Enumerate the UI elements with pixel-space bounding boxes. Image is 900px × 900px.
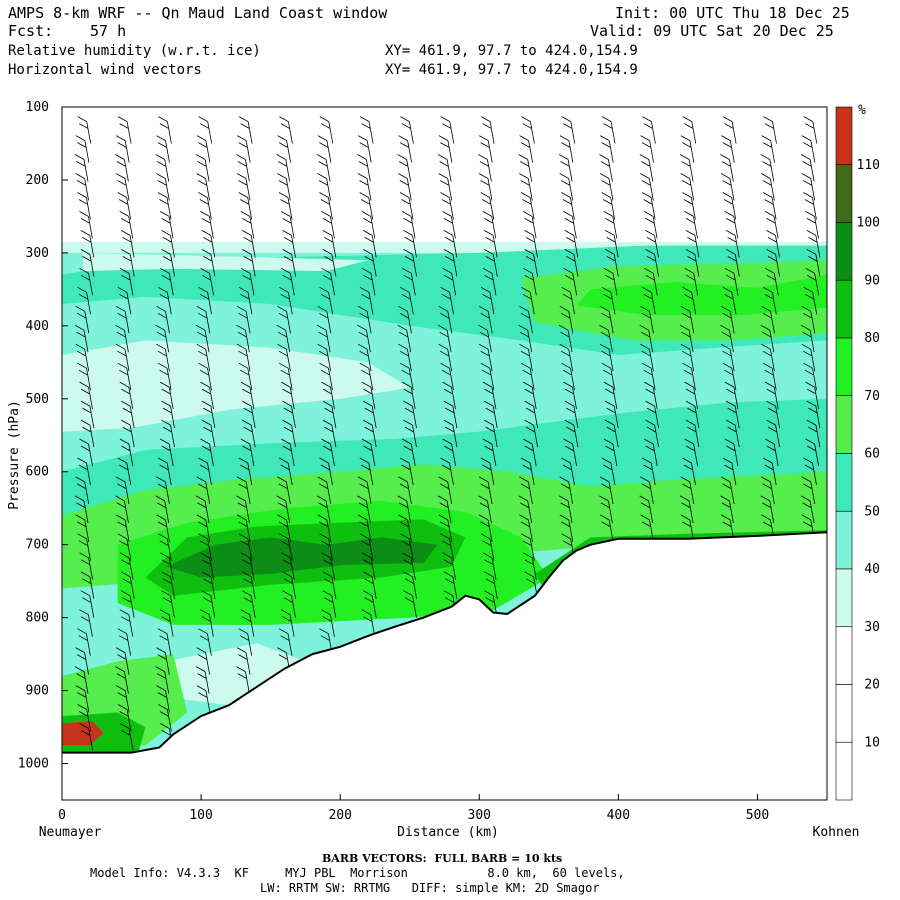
y-tick-label: 1000 bbox=[18, 757, 49, 772]
wind-barb-set bbox=[74, 116, 821, 751]
colorbar-swatch bbox=[835, 453, 853, 512]
y-axis: 100 200 300 400 500 600 700 800 900 1000 bbox=[18, 100, 68, 772]
colorbar-swatch bbox=[835, 741, 853, 801]
colorbar-label: 110 bbox=[857, 158, 880, 173]
colorbar-swatch bbox=[835, 510, 853, 570]
colorbar-label: 30 bbox=[864, 620, 880, 635]
forecast-hour: 57 h bbox=[90, 22, 127, 40]
y-axis-label: Pressure (hPa) bbox=[7, 400, 22, 510]
colorbar: 110 100 90 80 70 60 50 40 30 20 10 bbox=[835, 106, 880, 801]
terrain-mask bbox=[62, 531, 827, 800]
forecast-label: Fcst: bbox=[8, 22, 54, 40]
rh-band-70-80-upper bbox=[576, 274, 827, 315]
y-tick-label: 600 bbox=[26, 465, 49, 480]
colorbar-label: 70 bbox=[864, 389, 880, 404]
cross-section-xy-2: XY= 461.9, 97.7 to 424.0,154.9 bbox=[385, 62, 638, 78]
rh-band-90-100-core bbox=[166, 537, 438, 578]
field-name-rh: Relative humidity (w.r.t. ice) bbox=[8, 43, 261, 59]
right-end-label: Kohnen bbox=[813, 825, 860, 840]
rh-band-110-surface bbox=[62, 721, 104, 746]
colorbar-swatch bbox=[835, 626, 853, 685]
colorbar-label: 80 bbox=[864, 331, 880, 346]
y-tick-label: 400 bbox=[26, 319, 49, 334]
x-tick-label: 200 bbox=[328, 808, 351, 823]
model-info-line1: Model Info: V4.3.3 KF MYJ PBL Morrison 8… bbox=[90, 866, 625, 880]
plot-frame bbox=[61, 106, 828, 801]
colorbar-label: 100 bbox=[857, 216, 880, 231]
colorbar-unit: % bbox=[858, 103, 866, 118]
y-tick-label: 800 bbox=[26, 611, 49, 626]
valid-time: Valid: 09 UTC Sat 20 Dec 25 bbox=[590, 22, 834, 40]
chart-title: AMPS 8-km WRF -- Qn Maud Land Coast wind… bbox=[8, 4, 388, 22]
init-time: Init: 00 UTC Thu 18 Dec 25 bbox=[615, 4, 850, 22]
x-axis: 0 100 200 300 400 500 bbox=[58, 794, 769, 823]
x-tick-label: 100 bbox=[189, 808, 212, 823]
y-tick-label: 200 bbox=[26, 173, 49, 188]
colorbar-swatch bbox=[835, 395, 853, 454]
barb-legend: BARB VECTORS: FULL BARB = 10 kts bbox=[322, 852, 563, 865]
colorbar-label: 90 bbox=[864, 273, 880, 288]
colorbar-swatch bbox=[835, 164, 853, 223]
left-end-label: Neumayer bbox=[39, 825, 102, 840]
colorbar-swatch bbox=[835, 337, 853, 397]
colorbar-label: 40 bbox=[864, 562, 880, 577]
colorbar-label: 10 bbox=[864, 735, 880, 750]
rh-band-30-40-tongue bbox=[62, 340, 410, 432]
model-info-line2: LW: RRTM SW: RRTMG DIFF: simple KM: 2D S… bbox=[260, 881, 600, 895]
field-name-wind: Horizontal wind vectors bbox=[8, 62, 202, 78]
colorbar-label: 20 bbox=[864, 678, 880, 693]
colorbar-label: 50 bbox=[864, 504, 880, 519]
rh-band-30-40-upper bbox=[82, 252, 369, 272]
y-tick-label: 500 bbox=[26, 392, 49, 407]
colorbar-swatch bbox=[835, 279, 853, 339]
wind-barbs bbox=[74, 116, 821, 751]
colorbar-label: 60 bbox=[864, 447, 880, 462]
y-tick-label: 700 bbox=[26, 538, 49, 553]
colorbar-swatch bbox=[835, 568, 853, 628]
x-tick-label: 0 bbox=[58, 808, 66, 823]
terrain-outline bbox=[62, 531, 827, 754]
terrain-fill bbox=[62, 532, 827, 800]
cross-section-xy-1: XY= 461.9, 97.7 to 424.0,154.9 bbox=[385, 43, 638, 59]
colorbar-swatch bbox=[835, 684, 853, 743]
x-tick-label: 500 bbox=[746, 808, 769, 823]
x-tick-label: 400 bbox=[607, 808, 630, 823]
colorbar-swatch bbox=[835, 106, 853, 166]
colorbar-swatch bbox=[835, 222, 853, 281]
x-tick-label: 300 bbox=[468, 808, 491, 823]
y-tick-label: 100 bbox=[26, 100, 49, 115]
y-tick-label: 900 bbox=[26, 684, 49, 699]
rh-band-top-edge bbox=[62, 241, 827, 253]
x-axis-label: Distance (km) bbox=[397, 825, 499, 840]
y-tick-label: 300 bbox=[26, 246, 49, 261]
